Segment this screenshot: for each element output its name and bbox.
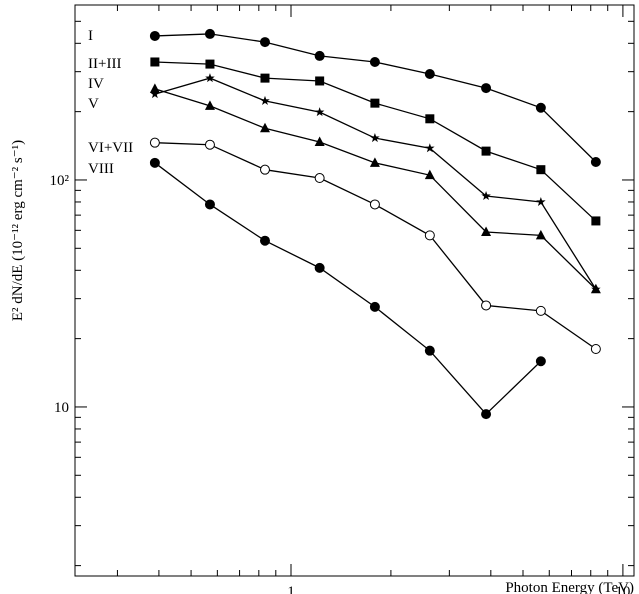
data-point — [590, 283, 601, 294]
x-tick-label: 1 — [287, 584, 295, 594]
series-line — [154, 33, 597, 163]
x-axis-label: Photon Energy (TeV) — [505, 580, 634, 594]
series-label: V — [88, 96, 99, 112]
y-tick-label: 10 — [54, 400, 69, 416]
data-point — [370, 133, 380, 143]
data-point — [369, 56, 380, 67]
data-point — [369, 199, 380, 210]
series-label: VIII — [88, 161, 114, 177]
data-point — [314, 173, 325, 184]
series-line — [154, 88, 597, 290]
data-point — [481, 83, 492, 94]
data-point — [259, 235, 270, 246]
data-point — [150, 57, 160, 67]
data-point — [205, 59, 215, 69]
data-point — [149, 137, 160, 148]
data-point — [481, 146, 491, 156]
data-point — [149, 30, 160, 41]
data-point — [425, 114, 435, 124]
series-label: VI+VII — [88, 140, 133, 156]
series-line — [154, 142, 597, 350]
data-point — [204, 28, 215, 39]
data-point — [369, 157, 380, 167]
series-label: II+III — [88, 56, 121, 72]
data-point — [259, 164, 270, 175]
data-point — [149, 157, 160, 168]
data-point — [204, 139, 215, 150]
data-point — [424, 69, 435, 80]
data-point — [314, 107, 325, 117]
data-point — [535, 229, 546, 240]
data-point — [591, 216, 601, 226]
data-point — [425, 143, 435, 153]
series-line — [154, 61, 597, 222]
data-point — [150, 89, 160, 99]
data-point — [260, 95, 270, 105]
y-axis-label: E² dN/dE (10⁻¹² erg cm⁻² s⁻¹) — [10, 140, 26, 321]
data-point — [536, 196, 546, 207]
data-point — [535, 305, 546, 316]
data-point — [424, 230, 435, 241]
data-point — [260, 73, 270, 83]
data-point — [149, 83, 160, 93]
data-point — [535, 356, 546, 367]
data-point — [314, 262, 325, 273]
data-point — [590, 156, 601, 167]
data-point — [315, 76, 325, 86]
data-point — [314, 136, 325, 146]
data-point — [314, 50, 325, 61]
data-point — [205, 73, 215, 83]
data-point — [536, 165, 546, 175]
series-label: IV — [88, 76, 104, 92]
data-point — [259, 122, 270, 133]
y-tick-label: 10² — [50, 173, 70, 189]
data-point — [481, 190, 491, 201]
series-line — [154, 162, 542, 416]
data-point — [424, 345, 435, 356]
data-point — [204, 199, 215, 210]
x-tick-label: 10 — [615, 584, 630, 594]
data-point — [535, 102, 546, 113]
data-point — [481, 300, 492, 311]
data-point — [481, 409, 492, 420]
data-point — [370, 98, 380, 108]
series-label: I — [88, 28, 93, 44]
data-point — [590, 344, 601, 355]
data-point — [481, 226, 492, 236]
data-point — [204, 100, 215, 110]
plot-frame — [74, 4, 635, 577]
data-point — [259, 37, 270, 48]
data-point — [424, 169, 435, 180]
data-point — [369, 301, 380, 312]
